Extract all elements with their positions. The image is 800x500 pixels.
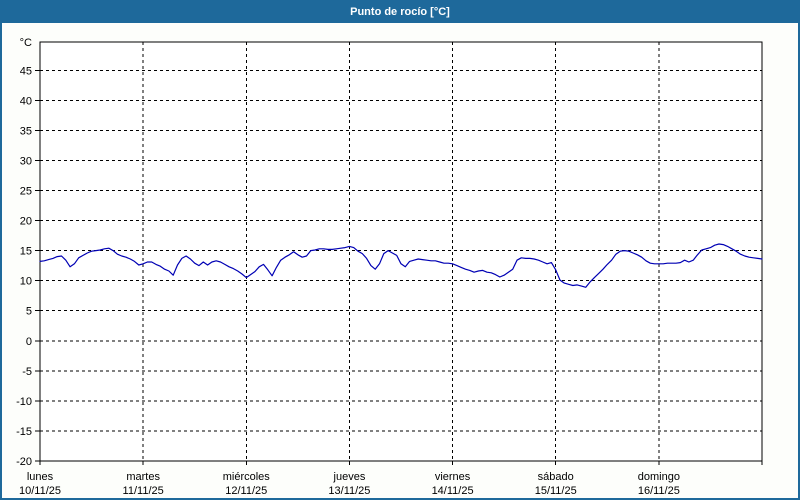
x-day-label: jueves: [333, 471, 366, 483]
title-bar: Punto de rocío [°C]: [2, 2, 798, 23]
x-date-label: 15/11/25: [535, 485, 577, 497]
y-axis-unit-label: °C: [20, 37, 32, 49]
plot-border: [39, 41, 763, 462]
plot-area: [40, 42, 762, 461]
x-day-label: viernes: [435, 471, 471, 483]
y-tick-label: 30: [20, 155, 32, 167]
x-date-label: 14/11/25: [432, 485, 474, 497]
y-tick-label: 5: [26, 306, 32, 318]
x-date-label: 10/11/25: [19, 485, 61, 497]
x-date-label: 12/11/25: [225, 485, 267, 497]
x-day-label: martes: [126, 471, 160, 483]
x-day-label: miércoles: [223, 471, 271, 483]
x-date-label: 11/11/25: [123, 485, 164, 497]
dew-point-line: [39, 243, 763, 288]
chart-title: Punto de rocío [°C]: [350, 6, 450, 18]
y-tick-label: -15: [16, 426, 32, 438]
x-day-label: domingo: [638, 471, 680, 483]
y-tick-label: 10: [20, 276, 32, 288]
y-tick-label: 0: [26, 336, 32, 348]
x-day-label: sábado: [538, 471, 574, 483]
x-date-label: 13/11/25: [328, 485, 370, 497]
y-tick-label: -20: [16, 456, 32, 468]
y-tick-label: -10: [16, 396, 32, 408]
y-tick-label: 45: [20, 65, 32, 77]
y-tick-label: 15: [20, 246, 32, 258]
x-day-label: lunes: [27, 471, 54, 483]
y-tick-label: -5: [22, 366, 32, 378]
y-tick-label: 35: [20, 125, 32, 137]
y-tick-label: 25: [20, 185, 32, 197]
y-tick-label: 40: [20, 95, 32, 107]
y-tick-label: 20: [20, 216, 32, 228]
x-date-label: 16/11/25: [638, 485, 680, 497]
